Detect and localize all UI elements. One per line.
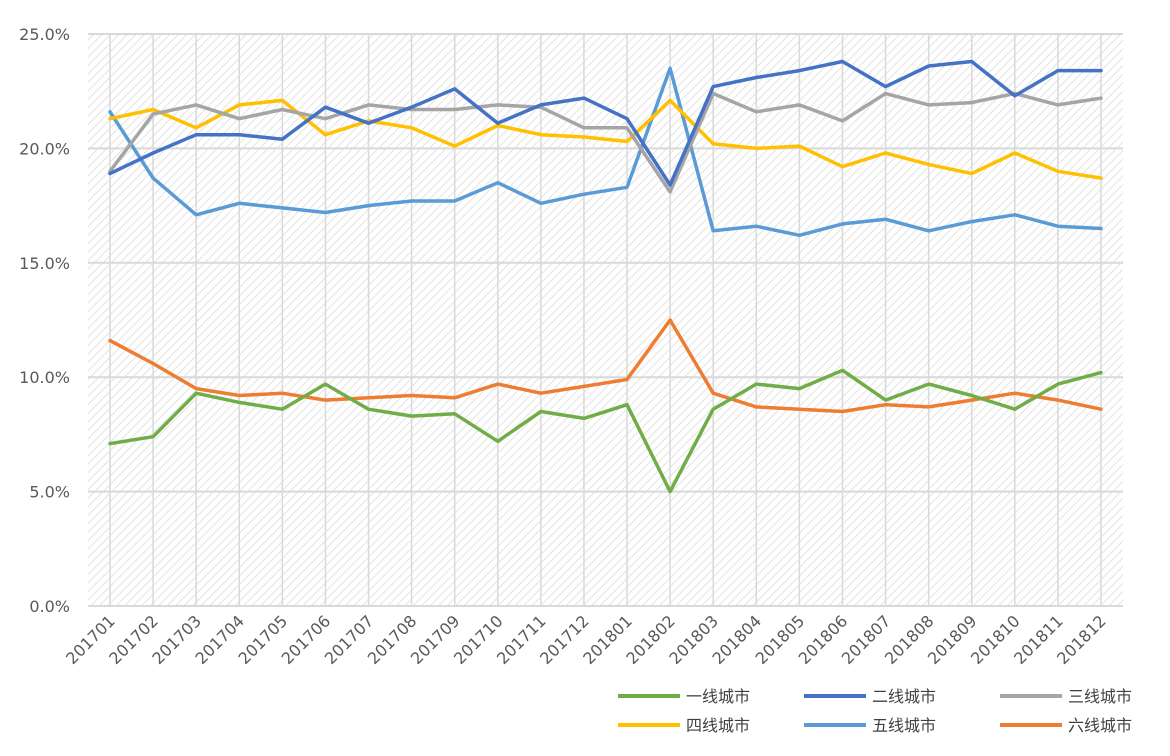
y-axis: 0.0% 5.0% 10.0% 15.0% 20.0% 25.0% (19, 25, 70, 616)
gridlines (88, 33, 1123, 606)
y-tick-label: 5.0% (29, 483, 70, 502)
legend-label: 四线城市 (686, 716, 750, 735)
series-line-1 (108, 368, 1103, 494)
series-line-5 (108, 66, 1103, 238)
plot-area-background (88, 34, 1123, 606)
legend-label: 一线城市 (686, 687, 750, 706)
legend-item: 三线城市 (1000, 687, 1132, 706)
y-tick-label: 20.0% (19, 139, 70, 158)
legend-label: 二线城市 (872, 687, 936, 706)
legend-item: 六线城市 (1000, 716, 1132, 735)
legend-item: 一线城市 (618, 687, 750, 706)
series-line-4 (108, 98, 1103, 180)
series-line-6 (108, 318, 1103, 414)
legend-label: 三线城市 (1068, 687, 1132, 706)
legend-label: 六线城市 (1068, 716, 1132, 735)
legend-item: 五线城市 (804, 716, 936, 735)
series-lines (108, 59, 1103, 494)
y-tick-label: 25.0% (19, 25, 70, 44)
legend-item: 二线城市 (804, 687, 936, 706)
legend-label: 五线城市 (872, 716, 936, 735)
y-tick-label: 10.0% (19, 368, 70, 387)
series-line-3 (108, 91, 1103, 194)
x-axis: 2017012017022017032017042017052017062017… (62, 605, 1123, 668)
y-tick-label: 15.0% (19, 254, 70, 273)
y-tick-label: 0.0% (29, 597, 70, 616)
legend-item: 四线城市 (618, 716, 750, 735)
series-line-2 (108, 59, 1103, 187)
